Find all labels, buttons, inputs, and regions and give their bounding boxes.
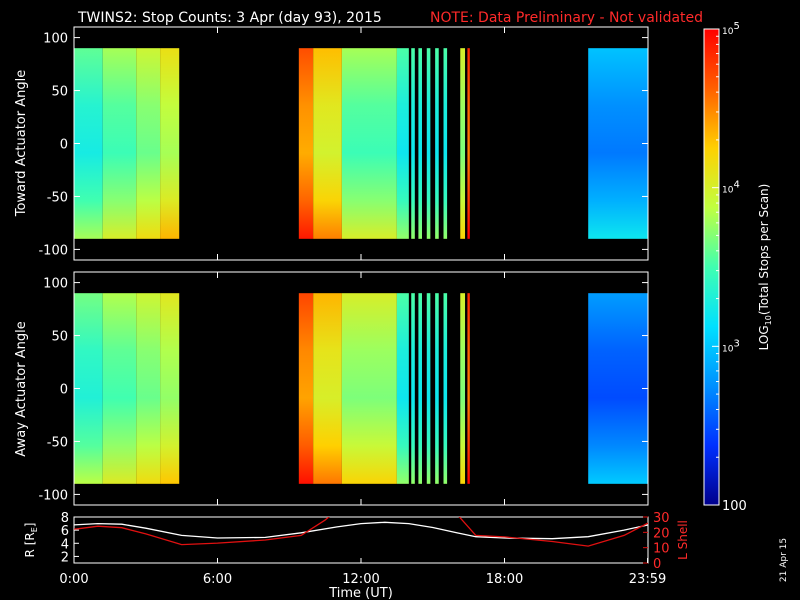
heatmap-block	[136, 293, 161, 484]
y-tick-label: -50	[47, 435, 68, 450]
heatmap-block	[460, 48, 466, 239]
lshell-tick-label: 30	[653, 511, 670, 526]
away-angle-panel: 100 50 0 -50 -100 Away Actuator Angle	[14, 271, 649, 506]
lshell-tick-label: 10	[653, 542, 670, 557]
lshell-line	[458, 517, 648, 547]
y-tick-label: -100	[38, 243, 68, 258]
y-tick-label: 0	[60, 383, 68, 398]
orbit-lines	[74, 517, 648, 547]
figure-title: TWINS2: Stop Counts: 3 Apr (day 93), 201…	[77, 10, 382, 26]
heatmap-block	[102, 293, 137, 484]
lshell-axis-label: L Shell	[676, 520, 690, 560]
toward-angle-y-ticks: 100 50 0 -50 -100	[38, 27, 649, 260]
heatmap-block	[341, 48, 397, 239]
heatmap-block	[435, 48, 439, 239]
lshell-tick-label: 20	[653, 526, 670, 541]
heatmap-block	[411, 48, 415, 239]
colorbar-tick-label: 105	[722, 21, 740, 37]
r-tick-label: 6	[61, 524, 69, 539]
toward-angle-panel: 100 50 0 -50 -100 Toward Actuator Angle	[14, 26, 649, 261]
colorbar-tick-label: 104	[722, 180, 740, 196]
heatmap-block	[426, 293, 431, 484]
orbit-frame	[73, 516, 649, 564]
heatmap-block	[160, 48, 180, 239]
heatmap-block	[102, 48, 137, 239]
colorbar-gradient	[703, 28, 720, 506]
r-axis-label: R [RE]	[23, 523, 39, 558]
y-tick-label: -100	[38, 488, 68, 503]
heatmap-block	[136, 48, 161, 239]
away-angle-y-ticks: 100 50 0 -50 -100	[38, 272, 649, 505]
heatmap-block	[418, 48, 422, 239]
time-tick-label: 23:59	[629, 572, 666, 587]
heatmap-block	[588, 293, 648, 484]
heatmap-block	[460, 293, 466, 484]
y-tick-label: 100	[43, 32, 68, 47]
heatmap-block	[396, 293, 409, 484]
time-tick-label: 18:00	[486, 572, 523, 587]
colorbar-ticks: 105 104 103 100	[712, 21, 747, 514]
y-tick-label: 100	[43, 277, 68, 292]
y-tick-label: 50	[51, 330, 68, 345]
colorbar-tick-label: 103	[722, 338, 740, 354]
colorbar-tick-label: 100	[722, 499, 747, 514]
heatmap-block	[467, 48, 470, 239]
y-tick-label: -50	[47, 190, 68, 205]
r-tick-label: 8	[61, 511, 69, 526]
r-tick-label: 4	[61, 537, 69, 552]
colorbar-label: LOG10(Total Stops per Scan)	[757, 184, 773, 351]
toward-angle-y-label: Toward Actuator Angle	[14, 70, 29, 217]
lshell-line	[74, 517, 330, 546]
heatmap-block	[418, 293, 422, 484]
away-angle-heatmap	[74, 272, 648, 505]
heatmap-block	[411, 293, 415, 484]
heatmap-block	[467, 293, 470, 484]
y-tick-label: 0	[60, 138, 68, 153]
heatmap-block	[443, 293, 448, 484]
heatmap-block	[298, 48, 314, 239]
time-tick-label: 12:00	[342, 572, 379, 587]
preliminary-note: NOTE: Data Preliminary - Not validated	[430, 10, 703, 26]
toward-angle-heatmap	[74, 27, 648, 260]
heatmap-block	[313, 293, 342, 484]
y-tick-label: 50	[51, 85, 68, 100]
heatmap-block	[298, 293, 314, 484]
time-tick-label: 0:00	[59, 572, 88, 587]
heatmap-block	[426, 48, 431, 239]
time-axis-label: Time (UT)	[328, 586, 393, 600]
r-tick-label: 2	[61, 550, 69, 565]
lshell-tick-label: 0	[653, 557, 661, 572]
heatmap-block	[313, 48, 342, 239]
heatmap-block	[588, 48, 648, 239]
heatmap-block	[341, 293, 397, 484]
colorbar: 105 104 103 100 LOG10(Total Stops per Scan)	[703, 21, 773, 514]
heatmap-block	[443, 48, 448, 239]
away-angle-y-label: Away Actuator Angle	[14, 321, 29, 456]
heatmap-block	[396, 48, 409, 239]
r-distance-line	[74, 521, 648, 540]
time-tick-label: 6:00	[203, 572, 232, 587]
heatmap-block	[435, 293, 439, 484]
date-stamp: 21 Apr 15	[779, 538, 789, 582]
heatmap-block	[160, 293, 180, 484]
